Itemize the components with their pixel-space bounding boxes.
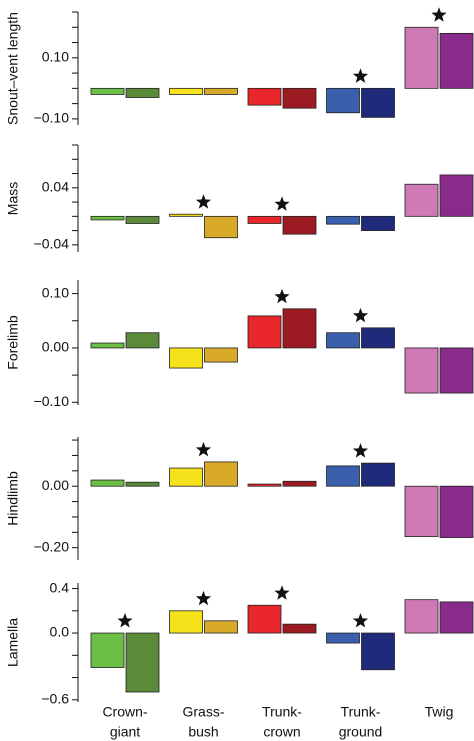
y-axis-label: Lamella — [5, 618, 21, 667]
bar — [361, 327, 395, 349]
bar — [125, 332, 160, 349]
y-tick-label: 0.10 — [42, 284, 69, 300]
significance-star — [352, 68, 369, 83]
bar — [282, 480, 317, 487]
x-tick-label: Grass- — [183, 704, 225, 720]
significance-star — [117, 613, 133, 628]
y-tick-label: 0.00 — [42, 339, 69, 355]
bar — [90, 87, 125, 95]
bar — [125, 481, 160, 487]
x-tick-label: giant — [110, 724, 140, 740]
bar — [404, 599, 439, 634]
bar — [282, 87, 317, 109]
significance-star — [195, 194, 212, 209]
significance-star — [195, 590, 212, 606]
x-tick-label: Twig — [425, 704, 454, 720]
significance-star — [274, 288, 290, 304]
bar — [90, 479, 125, 487]
significance-star — [195, 441, 212, 457]
bar — [204, 461, 238, 487]
significance-star — [352, 443, 369, 458]
bar — [439, 485, 474, 538]
bar — [90, 215, 125, 221]
y-tick-label: −0.20 — [34, 538, 70, 554]
y-axis-label: Hindlimb — [5, 471, 21, 526]
significance-star — [274, 196, 290, 211]
bar — [90, 342, 125, 349]
bar — [247, 215, 282, 224]
bar — [125, 215, 160, 224]
significance-star — [352, 613, 369, 628]
bar — [326, 87, 360, 114]
bar — [169, 467, 203, 487]
bar — [204, 347, 238, 363]
bar — [125, 87, 160, 98]
bar — [326, 332, 360, 349]
y-tick-label: 0.0 — [50, 624, 70, 640]
y-tick-label: 0.04 — [42, 179, 69, 195]
bar — [169, 213, 203, 217]
y-tick-label: −0.10 — [34, 110, 70, 126]
bar — [282, 623, 317, 634]
bar — [247, 483, 282, 487]
bar — [404, 485, 439, 538]
bar — [247, 315, 282, 349]
bar — [282, 215, 317, 235]
y-tick-label: −0.6 — [41, 690, 69, 706]
bar — [361, 215, 395, 231]
bar — [404, 347, 439, 394]
bar — [326, 465, 360, 487]
bar — [169, 610, 203, 634]
y-tick-label: −0.10 — [34, 393, 70, 409]
bar — [439, 174, 474, 217]
bar — [204, 215, 238, 239]
bar — [361, 632, 395, 671]
x-tick-label: ground — [339, 724, 383, 740]
bar — [247, 87, 282, 106]
y-axis-label: Mass — [5, 182, 21, 215]
y-axis-label: Snout–vent length — [5, 12, 21, 125]
x-tick-label: Crown- — [102, 704, 147, 720]
x-tick-label: Trunk- — [262, 704, 302, 720]
bar — [404, 183, 439, 217]
bar — [439, 347, 474, 394]
bar — [169, 347, 203, 369]
significance-star — [352, 307, 369, 323]
bar — [326, 632, 360, 644]
bar — [439, 32, 474, 89]
bar — [282, 308, 317, 349]
bar — [361, 87, 395, 118]
y-tick-label: 0.00 — [42, 477, 69, 493]
bar — [439, 601, 474, 634]
bar — [404, 26, 439, 89]
bar — [326, 215, 360, 225]
bar — [204, 87, 238, 95]
significance-star — [274, 585, 290, 600]
x-tick-label: crown — [263, 724, 300, 740]
bar — [169, 87, 203, 95]
y-axis-label: Forelimb — [5, 315, 21, 370]
y-tick-label: 0.10 — [42, 49, 69, 65]
bar — [204, 620, 238, 634]
bar — [247, 604, 282, 634]
y-tick-label: 0.4 — [50, 579, 70, 595]
y-tick-label: −0.04 — [34, 236, 70, 252]
x-tick-label: Trunk- — [341, 704, 381, 720]
bar — [90, 632, 125, 668]
bar — [125, 632, 160, 693]
significance-star — [431, 7, 447, 22]
bar — [361, 462, 395, 487]
x-tick-label: bush — [188, 724, 218, 740]
